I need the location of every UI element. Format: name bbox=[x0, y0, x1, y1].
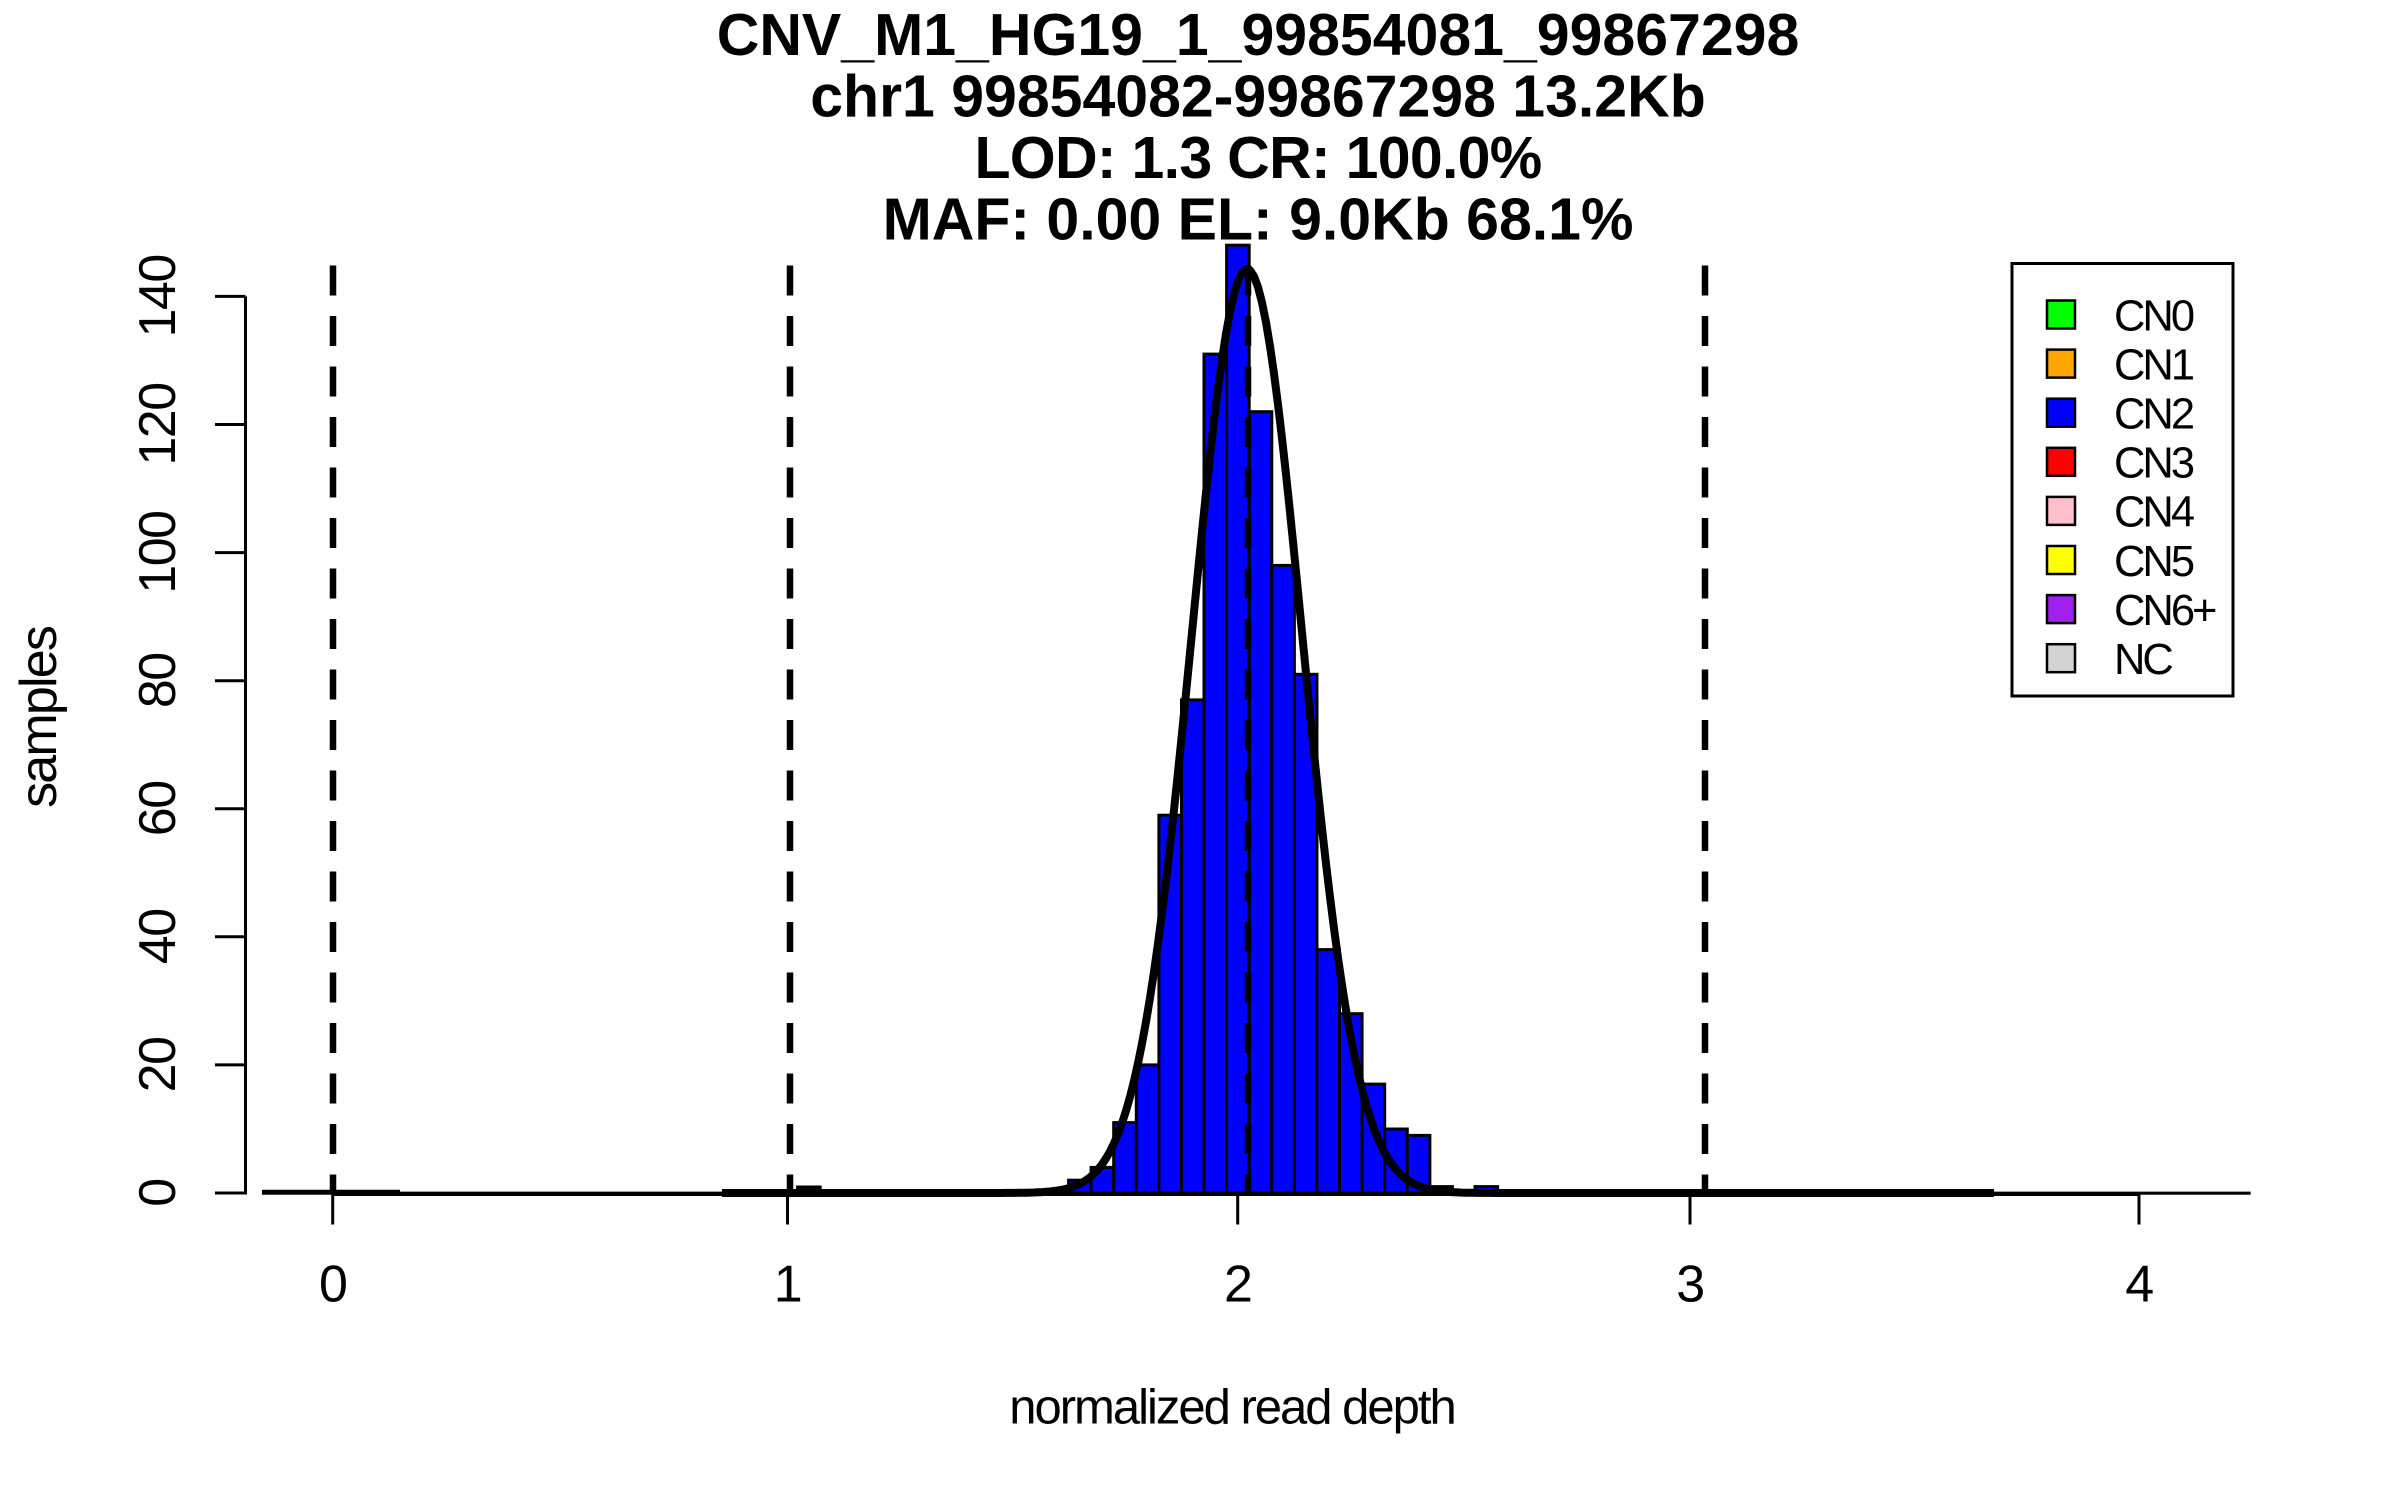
svg-text:normalized read depth: normalized read depth bbox=[1009, 1381, 1455, 1435]
svg-text:120: 120 bbox=[129, 383, 187, 465]
svg-text:2: 2 bbox=[1224, 1256, 1251, 1314]
svg-text:CN5: CN5 bbox=[2114, 538, 2194, 586]
svg-text:CN2: CN2 bbox=[2114, 391, 2193, 439]
svg-text:0: 0 bbox=[319, 1256, 346, 1314]
svg-text:80: 80 bbox=[129, 653, 187, 708]
svg-text:samples: samples bbox=[10, 626, 68, 808]
svg-text:140: 140 bbox=[129, 255, 187, 337]
svg-text:CN3: CN3 bbox=[2114, 440, 2194, 488]
svg-text:60: 60 bbox=[129, 781, 187, 836]
svg-text:0: 0 bbox=[129, 1179, 187, 1206]
svg-text:100: 100 bbox=[129, 511, 187, 593]
svg-text:chr1 99854082-99867298 13.2Kb: chr1 99854082-99867298 13.2Kb bbox=[810, 64, 1706, 130]
svg-text:CN0: CN0 bbox=[2114, 292, 2194, 340]
svg-text:CNV_M1_HG19_1_99854081_9986729: CNV_M1_HG19_1_99854081_99867298 bbox=[717, 2, 1800, 68]
svg-text:40: 40 bbox=[129, 909, 187, 964]
svg-text:3: 3 bbox=[1676, 1256, 1703, 1314]
svg-text:NC: NC bbox=[2114, 636, 2172, 684]
svg-text:CN6+: CN6+ bbox=[2114, 587, 2216, 635]
svg-text:MAF: 0.00 EL: 9.0Kb 68.1%: MAF: 0.00 EL: 9.0Kb 68.1% bbox=[883, 187, 1634, 253]
svg-text:1: 1 bbox=[774, 1256, 801, 1314]
svg-text:4: 4 bbox=[2125, 1256, 2153, 1314]
svg-text:CN4: CN4 bbox=[2114, 489, 2194, 537]
svg-text:CN1: CN1 bbox=[2114, 341, 2194, 389]
svg-text:LOD: 1.3 CR: 100.0%: LOD: 1.3 CR: 100.0% bbox=[974, 125, 1541, 191]
svg-text:20: 20 bbox=[129, 1037, 187, 1092]
